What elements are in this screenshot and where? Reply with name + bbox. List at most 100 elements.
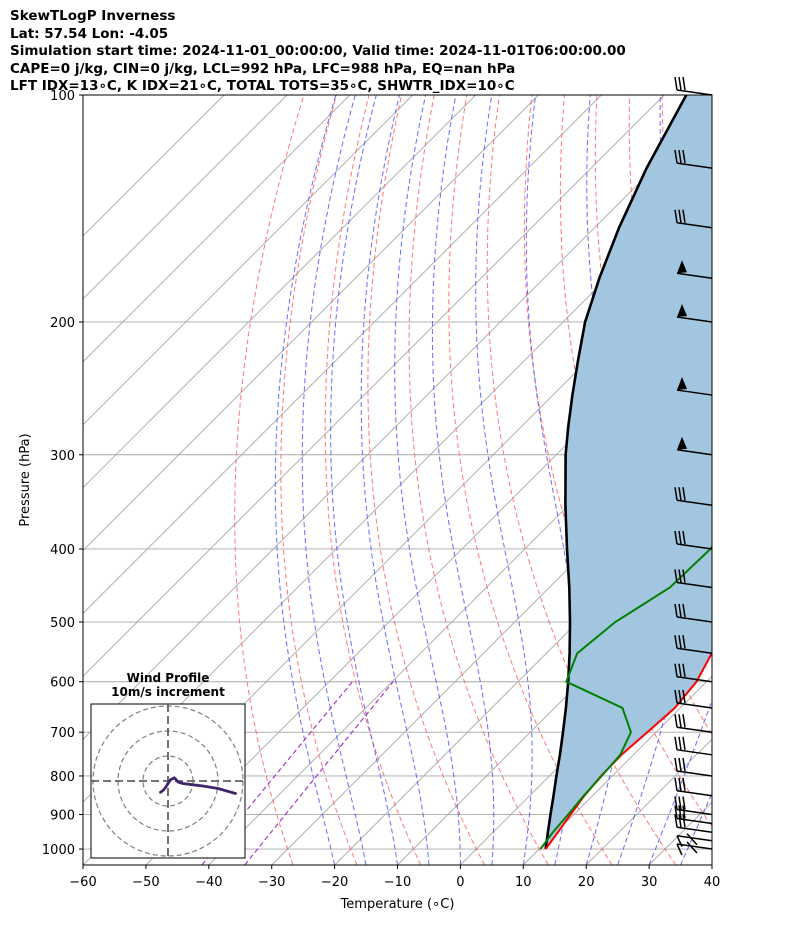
wind-barb	[676, 841, 713, 856]
mixing-ratio-line	[201, 681, 353, 865]
y-tick-label: 800	[50, 770, 75, 785]
isotherm	[83, 95, 476, 489]
isotherm	[334, 486, 712, 865]
parcel-profile-line	[544, 95, 688, 850]
wind-barb	[674, 603, 713, 623]
y-tick-label: 100	[50, 89, 75, 104]
wind-barb	[674, 777, 713, 797]
isotherm	[83, 95, 351, 363]
x-tick-label: 30	[641, 875, 658, 890]
wind-barb	[674, 757, 713, 777]
dry-adiabat	[523, 95, 712, 828]
dry-adiabat	[280, 95, 358, 865]
y-axis-label: Pressure (hPa)	[18, 433, 33, 526]
isotherm	[83, 109, 712, 740]
station-title: SkewTLogP Inverness	[10, 8, 176, 24]
moist-adiabat	[301, 95, 367, 865]
wind-barb	[674, 635, 713, 654]
isotherm	[271, 424, 712, 865]
wind-barb	[674, 149, 713, 169]
dry-adiabat	[727, 95, 794, 865]
moist-adiabat	[711, 863, 712, 865]
isotherm	[711, 864, 712, 865]
moist-adiabat	[525, 95, 578, 865]
wind-barb	[674, 76, 713, 96]
dry-adiabat	[367, 95, 485, 865]
simulation-times: Simulation start time: 2024-11-01_00:00:…	[10, 43, 626, 59]
wind-barb	[674, 209, 713, 229]
wind-barb	[676, 260, 713, 279]
moist-adiabat	[617, 95, 699, 865]
isotherm	[83, 95, 288, 300]
moist-adiabat	[680, 791, 712, 865]
x-tick-label: 40	[704, 875, 721, 890]
mixing-ratio-line	[244, 681, 394, 865]
y-tick-label: 400	[50, 543, 75, 558]
x-tick-label: −40	[195, 875, 222, 890]
hodograph-title: Wind Profile	[127, 671, 210, 685]
isotherm	[83, 95, 225, 237]
x-axis-label: Temperature (∘C)	[340, 897, 455, 912]
x-tick-label: −50	[132, 875, 159, 890]
wind-barb	[674, 487, 713, 506]
hodograph-subtitle: 10m/s increment	[111, 685, 225, 699]
y-tick-label: 300	[50, 449, 75, 464]
dry-adiabat	[324, 95, 422, 865]
wind-barb	[674, 569, 713, 589]
x-tick-label: −30	[258, 875, 285, 890]
hodograph-area	[91, 704, 245, 858]
x-tick-label: 0	[456, 875, 464, 890]
moist-adiabat	[274, 95, 337, 865]
x-tick-label: 10	[515, 875, 532, 890]
y-tick-label: 1000	[42, 843, 75, 858]
x-tick-label: 20	[578, 875, 595, 890]
isotherm	[83, 95, 539, 552]
isotherm	[83, 95, 602, 615]
wind-barb	[674, 689, 713, 709]
station-coordinates: Lat: 57.54 Lon: -4.05	[10, 25, 169, 42]
x-tick-label: −60	[69, 875, 96, 890]
dry-adiabat	[408, 95, 549, 865]
isotherm	[522, 675, 712, 865]
wind-barb	[676, 303, 713, 323]
wind-barb	[674, 796, 713, 816]
dewpoint-profile-line	[539, 545, 712, 850]
cape-cin-summary: CAPE=0 j/kg, CIN=0 j/kg, LCL=992 hPa, LF…	[10, 60, 516, 77]
wind-barb	[676, 436, 713, 456]
x-tick-label: −10	[384, 875, 411, 890]
stability-indices: LFT IDX=13∘C, K IDX=21∘C, TOTAL TOTS=35∘…	[10, 78, 515, 94]
dry-adiabat	[448, 95, 613, 865]
wind-barb	[674, 814, 713, 833]
y-tick-label: 700	[50, 726, 75, 741]
isotherm	[83, 95, 414, 426]
moist-adiabat	[394, 95, 461, 865]
wind-barbs	[674, 76, 713, 856]
dry-adiabat	[234, 95, 305, 865]
moist-adiabat	[475, 95, 533, 865]
y-tick-label: 600	[50, 676, 75, 691]
isotherm	[145, 298, 712, 865]
x-tick-label: −20	[321, 875, 348, 890]
y-tick-label: 900	[50, 809, 75, 824]
isotherm	[397, 549, 712, 865]
moist-adiabat	[360, 95, 430, 865]
hodograph-trace	[159, 776, 237, 795]
moist-adiabat	[648, 698, 712, 865]
cape-shading	[545, 95, 712, 849]
wind-barb	[674, 530, 713, 550]
wind-barb	[676, 833, 713, 848]
moist-adiabat	[330, 95, 398, 865]
sounding-profiles	[539, 95, 712, 850]
wind-barb	[674, 663, 713, 683]
dry-adiabat	[760, 95, 794, 865]
wind-barb	[674, 714, 713, 733]
chart-header: SkewTLogP Inverness Lat: 57.54 Lon: -4.0…	[10, 8, 626, 96]
y-tick-label: 200	[50, 316, 75, 331]
isotherm	[83, 95, 665, 677]
wind-barb	[674, 805, 713, 825]
wind-barb	[676, 377, 713, 396]
wind-barb	[674, 736, 713, 756]
